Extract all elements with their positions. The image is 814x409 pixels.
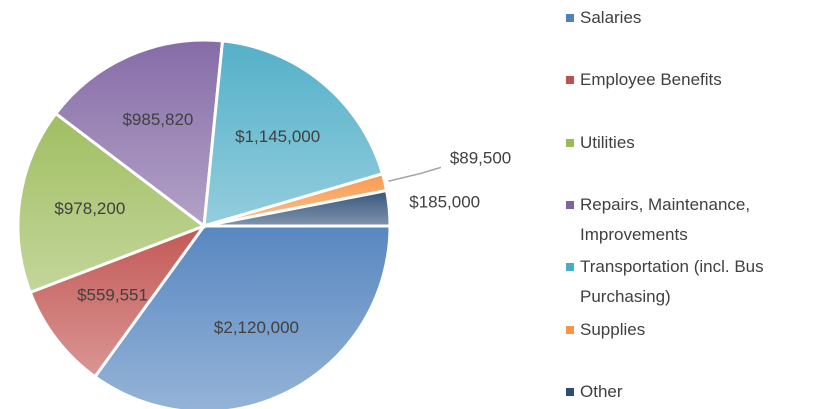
- legend-label: Salaries: [580, 8, 642, 27]
- legend-swatch: [566, 200, 574, 209]
- legend-item: Salaries: [566, 3, 796, 33]
- legend-label: Employee Benefits: [580, 70, 722, 90]
- legend-item: Repairs, Maintenance, Improvements: [566, 190, 796, 250]
- data-label: $185,000: [409, 192, 480, 211]
- legend-label: Repairs, Maintenance, Improvements: [580, 194, 751, 244]
- pie-slice: [202, 39, 385, 229]
- data-label: $1,145,000: [235, 127, 320, 146]
- chart: $2,120,000 $559,551 $978,200 $985,820 $1,145…: [16, 38, 511, 409]
- legend-item: Transportation (incl. Bus Purchasing): [566, 252, 796, 312]
- legend-item: Supplies: [566, 315, 796, 345]
- legend-swatch: [566, 138, 574, 147]
- data-label: $559,551: [77, 286, 148, 305]
- pie-slice: [92, 224, 392, 409]
- data-label: $985,820: [122, 110, 193, 129]
- legend-item: Utilities: [566, 128, 796, 158]
- legend-item: Employee Benefits: [566, 65, 796, 95]
- data-label: $89,500: [450, 148, 511, 167]
- legend-swatch: [566, 14, 574, 22]
- pie-slice: [16, 111, 208, 295]
- data-label: $2,120,000: [214, 318, 299, 337]
- legend-label: Supplies: [580, 319, 646, 339]
- legend-item: Other: [566, 377, 796, 407]
- legend-label: Transportation (incl. Bus Purchasing): [580, 257, 764, 307]
- legend-swatch: [566, 76, 574, 85]
- legend-swatch: [566, 387, 574, 396]
- legend-label: Utilities: [580, 132, 635, 152]
- pie-slice: [53, 38, 225, 229]
- legend-swatch: [566, 263, 574, 272]
- pie-slice: [28, 222, 209, 379]
- legend-swatch: [566, 325, 574, 334]
- leader-line: [388, 166, 442, 182]
- legend-label: Other: [580, 381, 623, 401]
- data-label: $978,200: [54, 199, 125, 218]
- pie-slice: [203, 188, 392, 228]
